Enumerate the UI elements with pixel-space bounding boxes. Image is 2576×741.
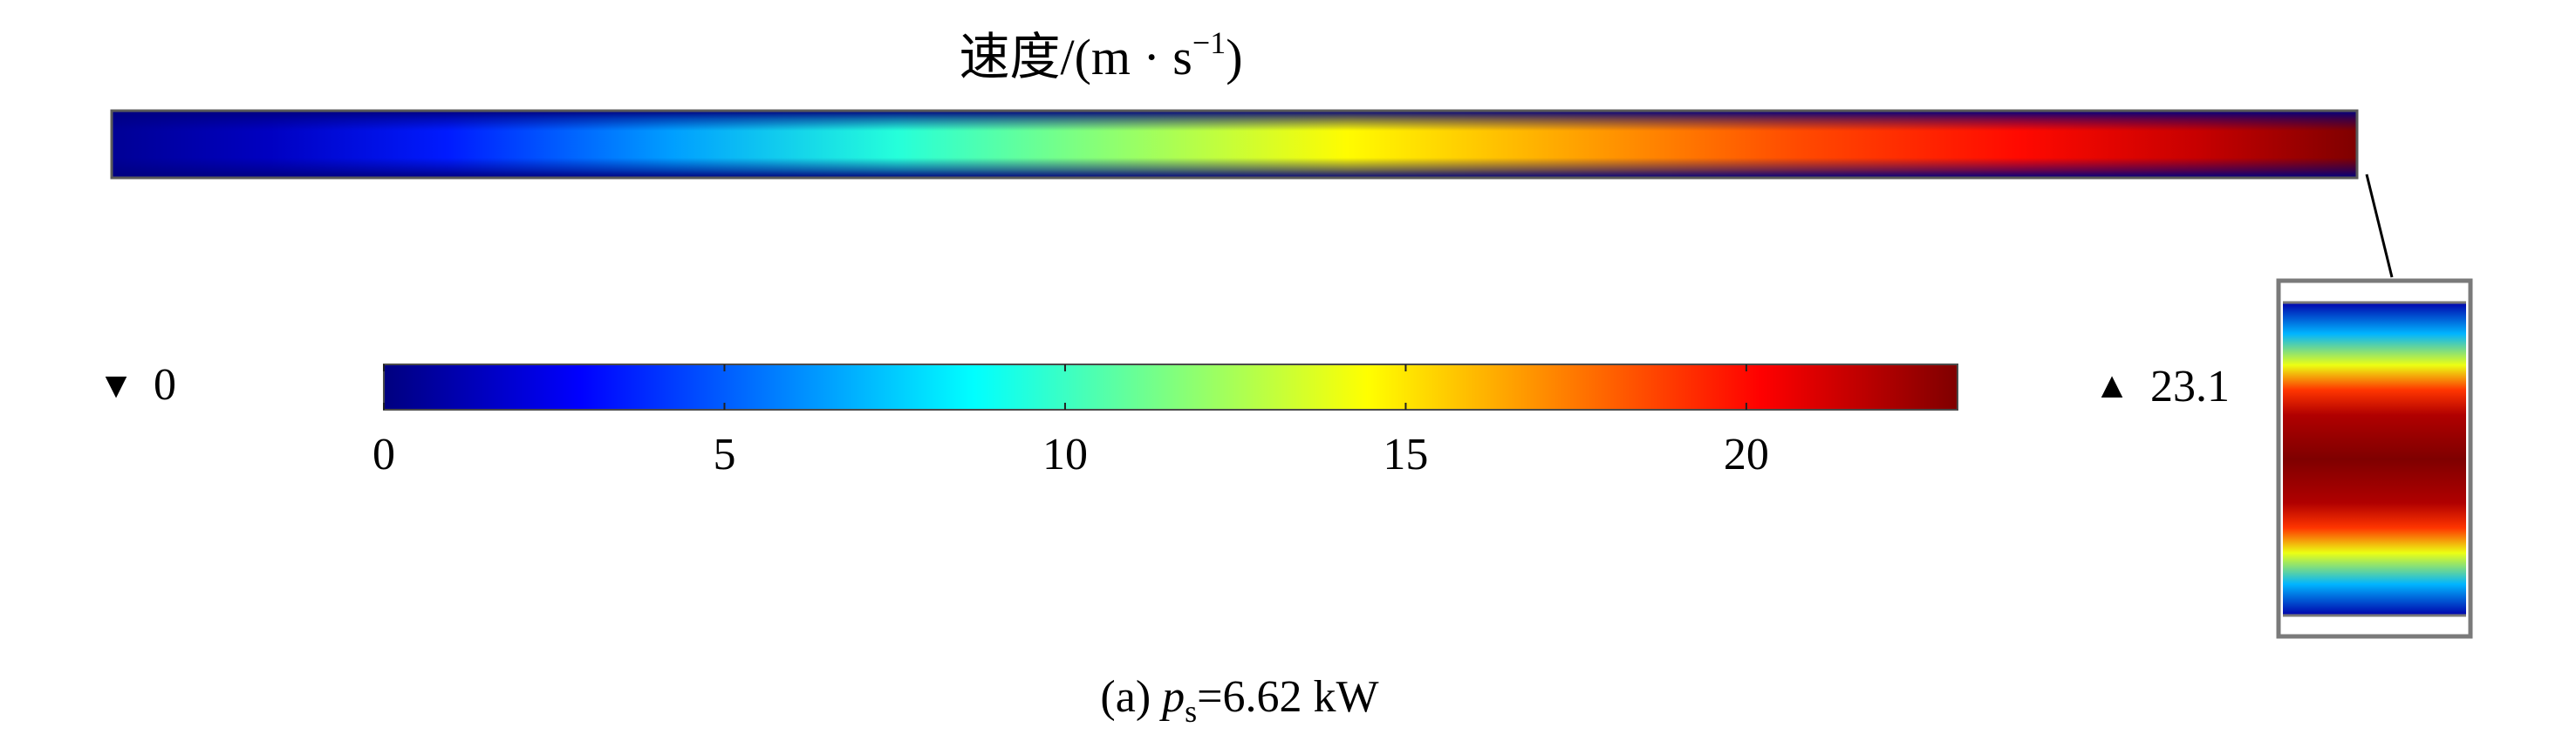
inset-field <box>2283 303 2466 615</box>
caption-rest: =6.62 kW <box>1197 672 1378 722</box>
min-marker-icon: ▼ <box>98 366 134 406</box>
outlet-inset <box>2276 278 2473 639</box>
max-marker-icon: ▲ <box>2094 366 2130 406</box>
colorbar-tick-label: 10 <box>1042 430 1088 479</box>
caption-variable: p <box>1158 672 1185 722</box>
colorbar-ticks: 0 5 10 15 20 <box>372 364 1769 479</box>
caption-prefix: (a) <box>1100 672 1162 722</box>
channel-wall-shading <box>112 111 2357 178</box>
colorbar: 0 5 10 15 20 <box>372 364 1958 479</box>
colorbar-tick-label: 20 <box>1724 430 1769 479</box>
inset-connector-line <box>2365 173 2394 278</box>
min-marker: ▼ 0 <box>98 360 176 410</box>
figure-caption: (a) ps=6.62 kW <box>1100 672 1378 729</box>
min-marker-label: 0 <box>154 360 176 410</box>
colorbar-tick-label: 5 <box>713 430 735 479</box>
max-marker: ▲ 23.1 <box>2094 362 2230 411</box>
caption-subscript: s <box>1185 694 1197 729</box>
channel-field <box>110 109 2359 180</box>
chart-title-close: ) <box>1226 29 1242 85</box>
colorbar-tick-label: 15 <box>1383 430 1428 479</box>
colorbar-tick-label: 0 <box>372 430 395 479</box>
channel-outline <box>110 109 2359 180</box>
colorbar-gradient <box>383 364 1958 411</box>
max-marker-label: 23.1 <box>2150 362 2230 411</box>
chart-title: 速度/(m · s−1) <box>959 25 1242 85</box>
chart-title-main: 速度/(m · s <box>959 29 1192 85</box>
chart-title-superscript: −1 <box>1192 25 1226 60</box>
